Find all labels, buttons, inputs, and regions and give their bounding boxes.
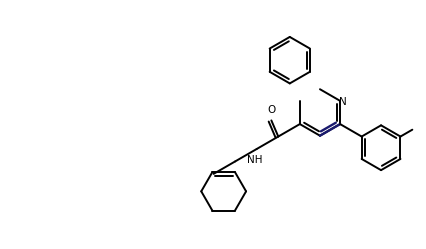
Text: N: N: [339, 97, 347, 107]
Text: O: O: [267, 105, 276, 116]
Text: NH: NH: [247, 155, 262, 165]
